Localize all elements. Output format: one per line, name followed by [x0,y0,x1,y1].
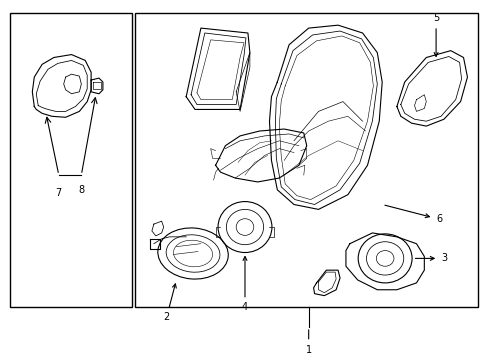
Bar [135,13,477,307]
Text: 6: 6 [384,205,441,224]
Text: 8: 8 [78,185,84,195]
Bar [10,13,132,307]
Text: 4: 4 [242,257,247,312]
Text: 7: 7 [56,188,62,198]
Text: 5: 5 [432,13,438,57]
Text: 3: 3 [414,253,446,264]
Text: 2: 2 [163,284,176,322]
Text: 1: 1 [305,345,311,355]
